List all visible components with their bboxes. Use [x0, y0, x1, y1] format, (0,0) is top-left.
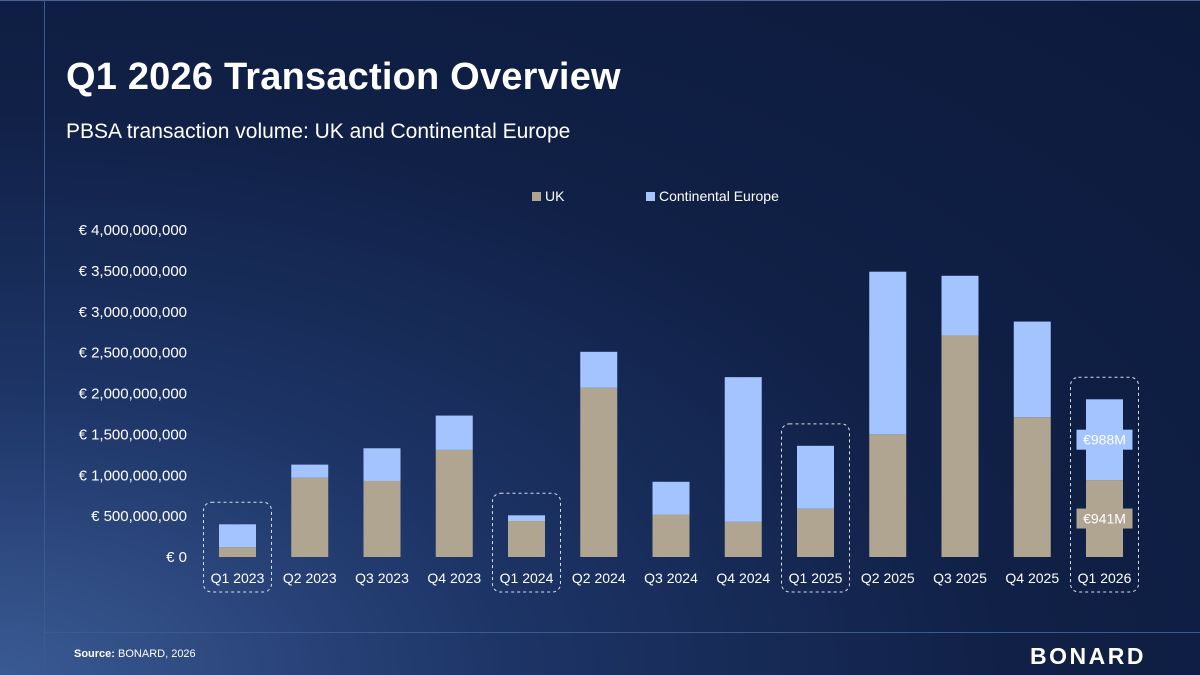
x-tick-label: Q1 2025 [789, 570, 843, 586]
page-subtitle: PBSA transaction volume: UK and Continen… [66, 120, 571, 143]
x-tick-label: Q4 2023 [427, 570, 481, 586]
bar-uk [363, 480, 401, 557]
legend-swatch-continental-europe [646, 192, 655, 201]
x-tick-label: Q1 2023 [211, 570, 265, 586]
bar-uk [652, 514, 690, 557]
bar-uk [941, 335, 979, 557]
bar-continental-europe [797, 445, 834, 509]
bar-uk [869, 434, 907, 557]
highlight-box [492, 492, 561, 593]
bar-continental-europe [652, 481, 690, 515]
legend-label-uk: UK [545, 188, 565, 204]
highlight-box [1070, 376, 1139, 593]
y-tick-label: € 3,000,000,000 [79, 304, 187, 321]
frame-vertical-line [44, 0, 45, 675]
bar-continental-europe [219, 524, 256, 548]
bar-continental-europe [724, 377, 762, 522]
x-tick-label: Q3 2023 [355, 570, 409, 586]
bar-uk [219, 547, 256, 557]
y-tick-label: € 2,500,000,000 [79, 345, 187, 362]
y-tick-label: € 0 [166, 549, 187, 566]
source-label: Source: [74, 648, 115, 660]
bar-uk [508, 521, 545, 557]
bar-continental-europe [580, 351, 618, 388]
bar-uk [580, 387, 618, 557]
bonard-logo: BONARD [1030, 643, 1146, 669]
source-note: Source: BONARD, 2026 [74, 648, 196, 660]
annotation-label-uk: €941M [1083, 511, 1126, 527]
bar-uk [797, 508, 834, 557]
source-text: BONARD, 2026 [114, 648, 196, 660]
bar-uk [291, 477, 329, 557]
annotation-label-continental-europe: €988M [1083, 432, 1126, 448]
highlight-box [203, 501, 272, 593]
x-tick-label: Q2 2024 [572, 570, 626, 586]
bar-uk [724, 521, 762, 557]
footer-divider [44, 632, 1200, 633]
y-tick-label: € 500,000,000 [91, 508, 187, 525]
x-tick-label: Q3 2024 [644, 570, 698, 586]
x-tick-label: Q3 2025 [933, 570, 987, 586]
bar-continental-europe [508, 515, 545, 522]
bar-continental-europe [941, 275, 979, 336]
x-tick-label: Q1 2026 [1078, 570, 1132, 586]
y-tick-label: € 1,500,000,000 [79, 426, 187, 443]
bar-continental-europe [869, 271, 907, 435]
y-tick-label: € 1,000,000,000 [79, 467, 187, 484]
x-tick-label: Q2 2023 [283, 570, 337, 586]
page-title: Q1 2026 Transaction Overview [66, 56, 621, 98]
legend-swatch-uk [532, 192, 541, 201]
x-tick-label: Q4 2025 [1005, 570, 1059, 586]
bar-continental-europe [435, 415, 473, 450]
x-tick-label: Q2 2025 [861, 570, 915, 586]
bar-continental-europe [1013, 321, 1051, 418]
y-tick-label: € 4,000,000,000 [79, 222, 187, 239]
annotation-box-continental-europe [1076, 429, 1133, 450]
y-tick-label: € 2,000,000,000 [79, 386, 187, 403]
legend-label-continental-europe: Continental Europe [659, 188, 779, 204]
bar-uk [1013, 417, 1051, 557]
x-tick-label: Q4 2024 [716, 570, 770, 586]
annotation-box-uk [1076, 508, 1133, 529]
stacked-bar-chart: € 0 € 500,000,000 € 1,000,000,000 € 1,500,0… [79, 188, 1139, 593]
highlight-box [781, 423, 850, 593]
bar-continental-europe [291, 464, 329, 478]
y-tick-label: € 3,500,000,000 [79, 263, 187, 280]
frame-top-line [0, 0, 1200, 1]
bar-continental-europe [363, 448, 401, 481]
bar-uk [435, 449, 473, 557]
x-tick-label: Q1 2024 [500, 570, 554, 586]
